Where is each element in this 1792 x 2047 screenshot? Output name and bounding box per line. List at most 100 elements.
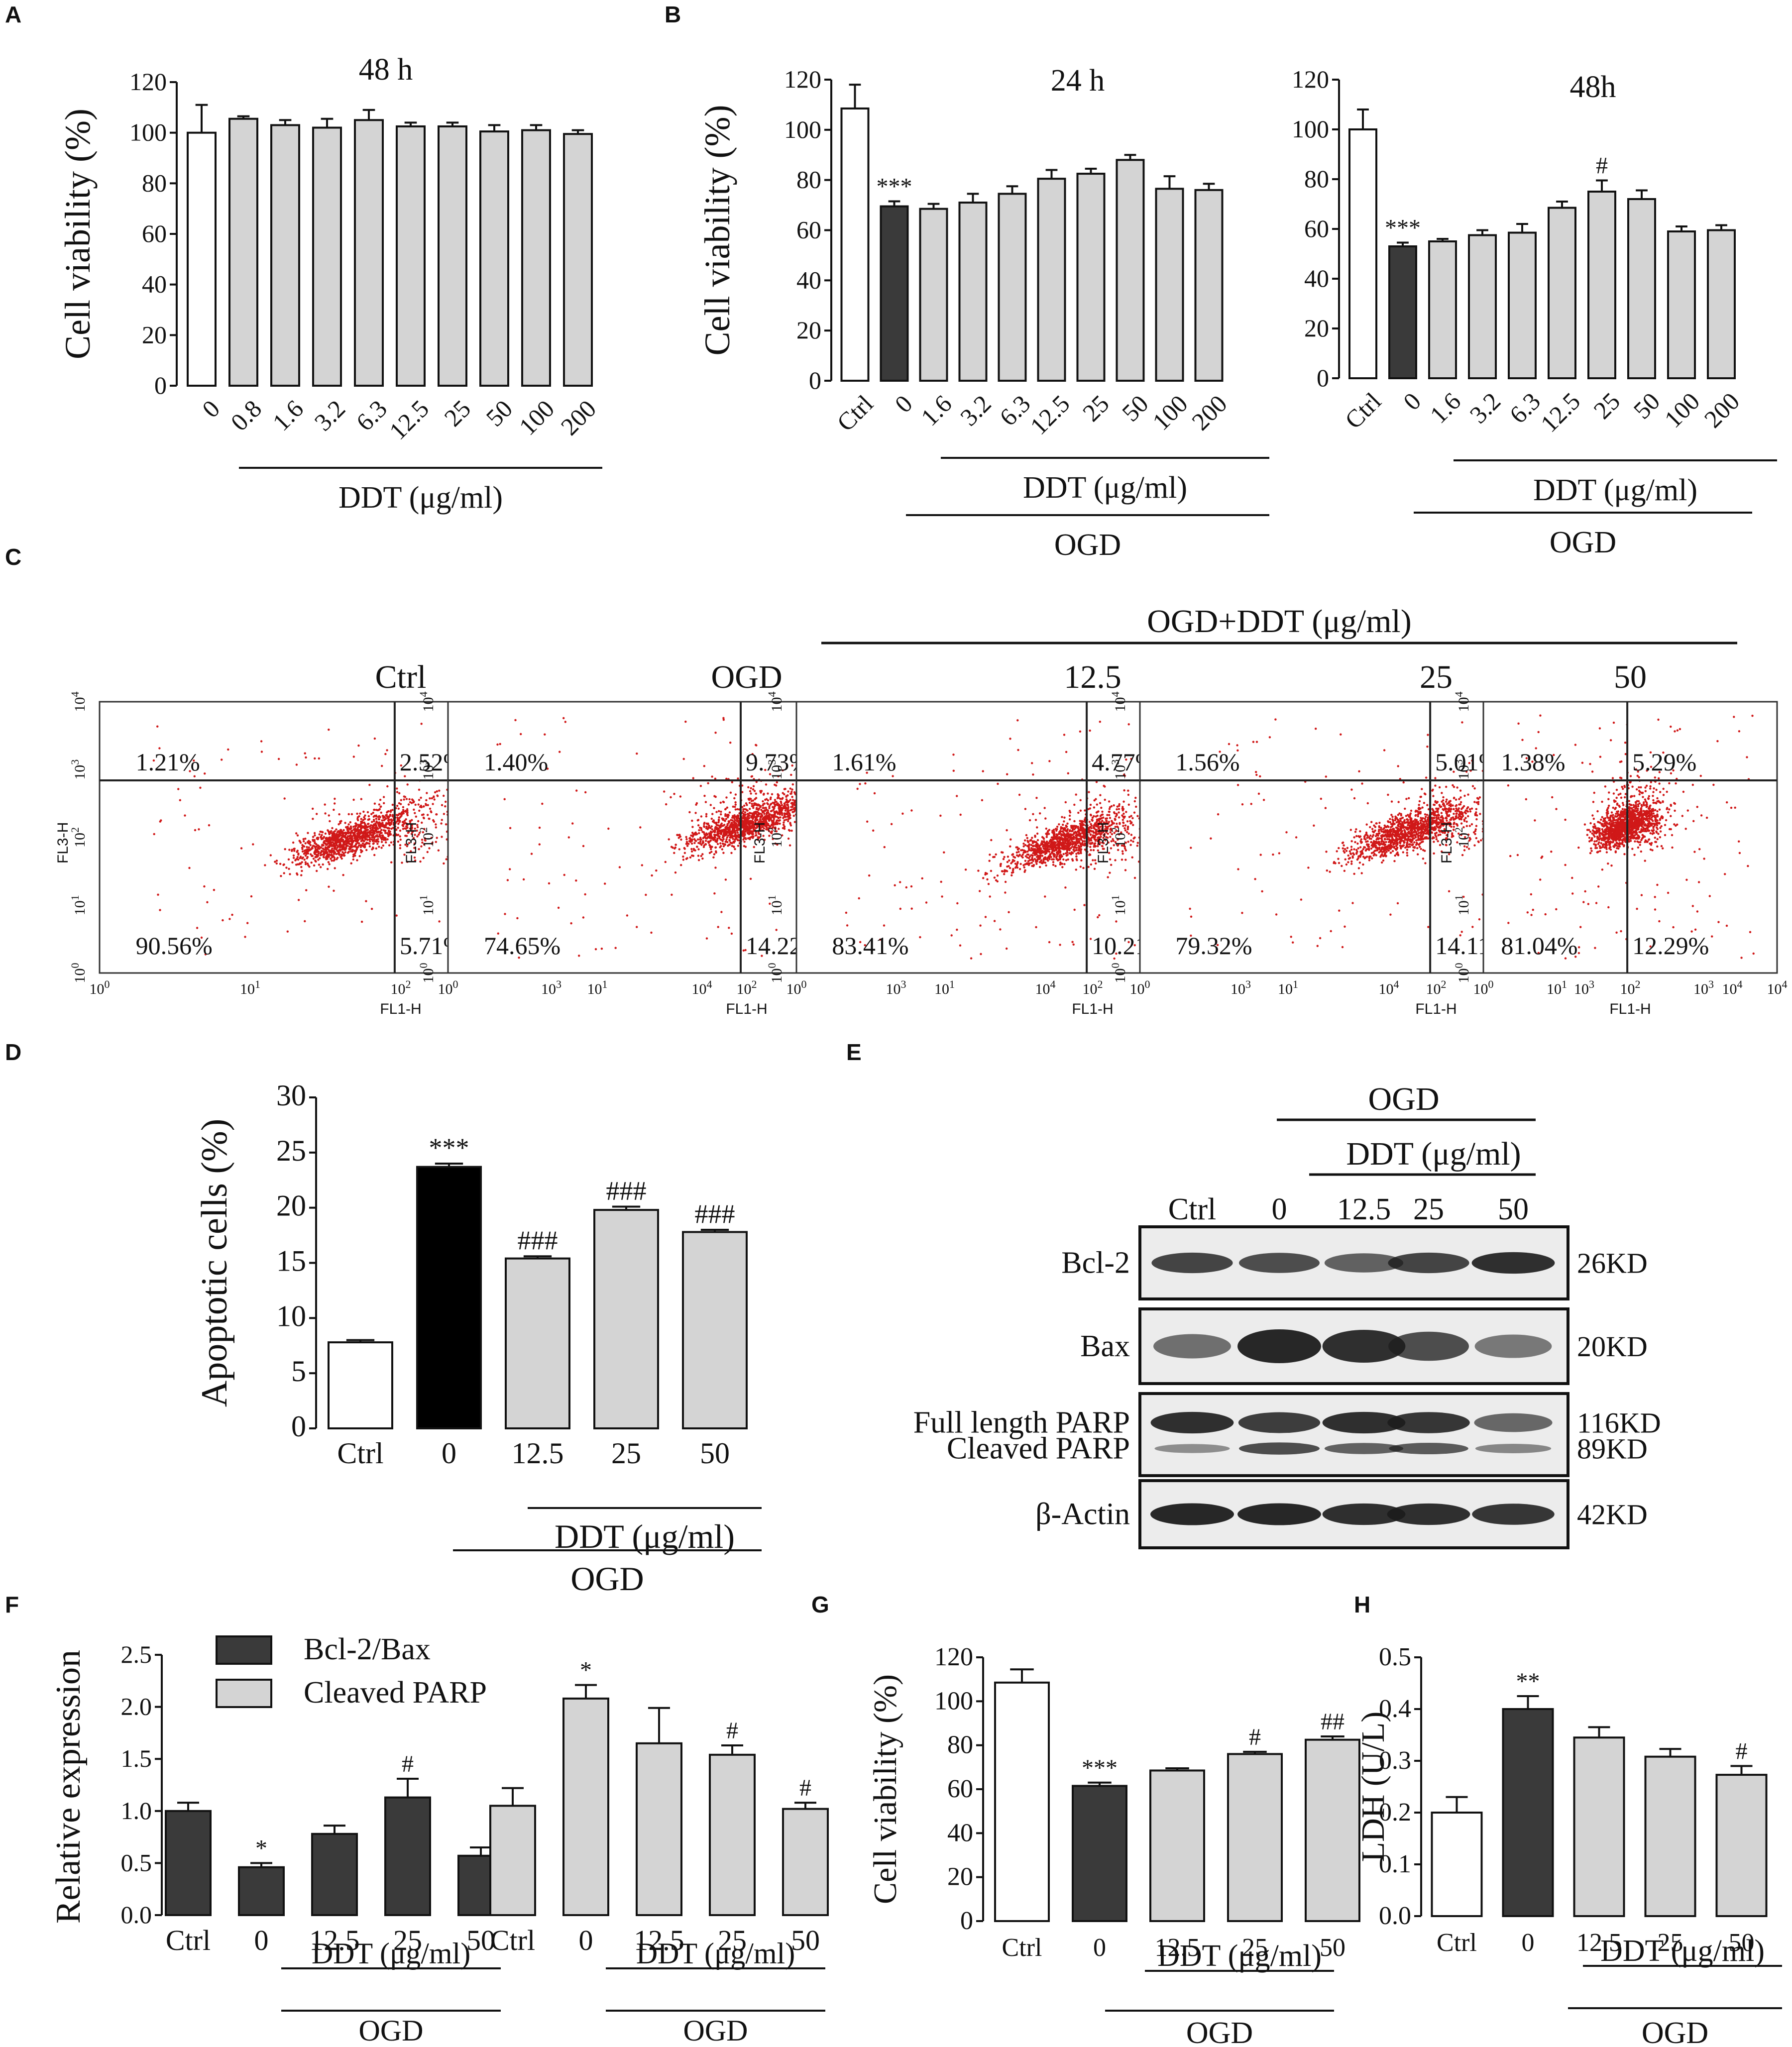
scatter-dot — [751, 805, 754, 807]
scatter-dot — [441, 804, 444, 806]
scatter-dot — [1015, 851, 1018, 854]
scatter-dot — [1022, 843, 1025, 845]
x-axis-label: FL1-H — [1072, 1001, 1113, 1017]
scatter-dot — [420, 796, 422, 799]
scatter-dot — [713, 892, 716, 895]
scatter-dot — [445, 823, 448, 826]
scatter-dot — [990, 839, 993, 842]
scatter-dot — [367, 823, 370, 825]
scatter-dot — [1055, 856, 1058, 859]
y-tick-label: 20 — [796, 316, 821, 344]
scatter-dot — [1031, 837, 1033, 839]
scatter-dot — [356, 859, 358, 862]
scatter-dot — [1027, 860, 1030, 862]
scatter-dot — [338, 844, 340, 847]
scatter-dot — [345, 844, 348, 847]
scatter-dot — [956, 928, 958, 931]
scatter-dot — [1061, 866, 1064, 868]
scatter-dot — [1133, 836, 1136, 839]
x-tick-label: 200 — [556, 395, 602, 441]
scatter-dot — [688, 811, 691, 814]
exponent: 1 — [255, 978, 260, 990]
scatter-dot — [567, 836, 570, 839]
bar — [1155, 188, 1184, 382]
scatter-dot — [921, 877, 923, 880]
scatter-dot — [388, 844, 391, 847]
scatter-dot — [274, 861, 276, 863]
scatter-dot — [689, 856, 692, 859]
scatter-dot — [1032, 773, 1034, 776]
scatter-dot — [399, 838, 402, 841]
scatter-dot — [340, 857, 343, 860]
exponent: 4 — [1050, 978, 1056, 990]
group-label: DDT (μg/ml) — [1533, 473, 1697, 507]
scatter-dot — [1104, 798, 1106, 801]
exponent: 3 — [69, 759, 81, 765]
scatter-dot — [682, 859, 685, 861]
scatter-dot — [1126, 820, 1129, 823]
scatter-dot — [728, 811, 731, 814]
scatter-dot — [375, 847, 377, 850]
scatter-dot — [343, 842, 346, 844]
scatter-dot — [385, 841, 387, 844]
scatter-dot — [779, 822, 781, 825]
scatter-dot — [674, 871, 677, 874]
scatter-dot — [352, 798, 355, 801]
quadrant-ll: 90.56% — [136, 932, 213, 960]
scatter-dot — [1036, 842, 1038, 845]
scatter-dot — [538, 826, 541, 829]
scatter-dot — [381, 834, 384, 837]
scatter-dot — [864, 782, 867, 785]
scatter-dot — [750, 792, 752, 795]
x-log-tick-label: 102 — [391, 978, 411, 997]
x-tick-label: 50 — [1628, 387, 1665, 425]
scatter-dot — [790, 790, 793, 793]
exponent: 2 — [752, 978, 757, 990]
scatter-dot — [784, 809, 787, 812]
y-log-tick-label: 102 — [69, 827, 88, 848]
scatter-dot — [1099, 721, 1101, 723]
scatter-dot — [320, 866, 322, 868]
scatter-dot — [403, 854, 406, 856]
scatter-dot — [1023, 870, 1026, 873]
scatter-dot — [709, 804, 712, 806]
scatter-dot — [751, 812, 754, 815]
scatter-dot — [317, 853, 320, 855]
scatter-dot — [445, 800, 447, 803]
scatter-dot — [1068, 852, 1071, 855]
scatter-dot — [368, 783, 371, 786]
scatter-dot — [715, 811, 718, 813]
scatter-dot — [319, 857, 321, 860]
scatter-dot — [742, 835, 744, 838]
scatter-dot — [441, 819, 443, 821]
scatter-dot — [279, 862, 282, 865]
scatter-dot — [378, 833, 381, 836]
scatter-dot — [1013, 860, 1015, 862]
scatter-dot — [714, 846, 717, 849]
scatter-dot — [1132, 840, 1134, 843]
scatter-dot — [375, 814, 377, 817]
y-tick-label: 60 — [1304, 215, 1329, 242]
scatter-dot — [1008, 859, 1010, 862]
scatter-dot — [338, 831, 340, 834]
scatter-dot — [562, 717, 565, 720]
scatter-dot — [328, 863, 331, 865]
scatter-dot — [1075, 793, 1077, 796]
y-axis-label: FL3-H — [752, 822, 768, 863]
scatter-dot — [1058, 823, 1060, 826]
scatter-dot — [1136, 845, 1138, 847]
scatter-dot — [1004, 880, 1007, 883]
scatter-dot — [680, 864, 682, 866]
scatter-dot — [1083, 904, 1086, 906]
scatter-dot — [705, 813, 708, 816]
scatter-dot — [1122, 812, 1125, 815]
scatter-dot — [636, 926, 638, 928]
scatter-dot — [730, 852, 733, 855]
scatter-dot — [371, 836, 373, 839]
scatter-dot — [1059, 856, 1062, 859]
scatter-dot — [785, 807, 788, 810]
bar — [998, 193, 1027, 382]
bar — [958, 202, 988, 382]
scatter-dot — [304, 842, 307, 845]
